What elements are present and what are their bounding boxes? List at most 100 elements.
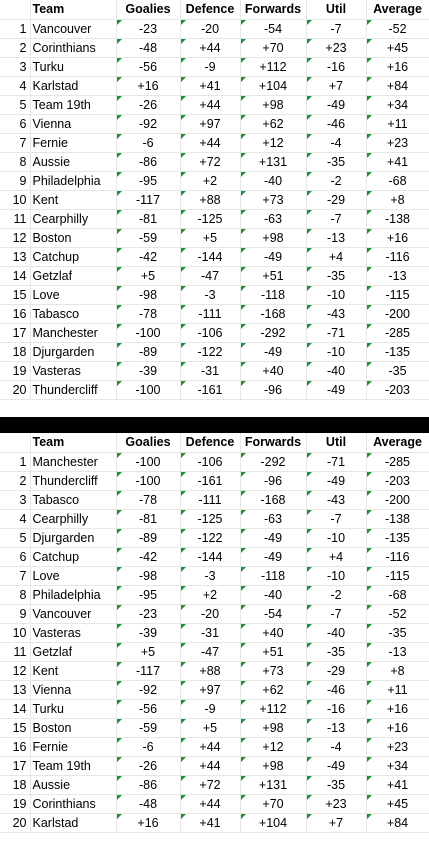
goalies-cell[interactable]: -23	[116, 604, 181, 624]
average-cell[interactable]: +8	[366, 190, 429, 210]
average-cell[interactable]: +11	[366, 114, 429, 134]
team-cell[interactable]: Tabasco	[30, 490, 117, 510]
team-cell[interactable]: Karlstad	[30, 813, 117, 833]
defence-cell[interactable]: +5	[180, 228, 241, 248]
forwards-cell[interactable]: -49	[240, 342, 307, 362]
team-cell[interactable]: Vienna	[30, 114, 117, 134]
rank-cell[interactable]: 8	[0, 152, 31, 172]
defence-cell[interactable]: -106	[180, 323, 241, 343]
defence-cell[interactable]: +2	[180, 171, 241, 191]
defence-cell[interactable]: -144	[180, 547, 241, 567]
util-cell[interactable]: -10	[306, 566, 367, 586]
defence-cell[interactable]: +2	[180, 585, 241, 605]
util-cell[interactable]: -29	[306, 661, 367, 681]
average-cell[interactable]: -68	[366, 171, 429, 191]
average-cell[interactable]: +16	[366, 718, 429, 738]
util-cell[interactable]: -35	[306, 775, 367, 795]
forwards-cell[interactable]: +12	[240, 737, 307, 757]
defence-cell[interactable]: -125	[180, 209, 241, 229]
header-cell[interactable]: Goalies	[116, 433, 181, 453]
team-cell[interactable]: Fernie	[30, 133, 117, 153]
header-cell[interactable]: Forwards	[240, 0, 307, 20]
team-cell[interactable]: Boston	[30, 228, 117, 248]
defence-cell[interactable]: -111	[180, 304, 241, 324]
defence-cell[interactable]: -144	[180, 247, 241, 267]
util-cell[interactable]: -13	[306, 718, 367, 738]
team-cell[interactable]: Thundercliff	[30, 380, 117, 400]
util-cell[interactable]: -7	[306, 209, 367, 229]
rank-cell[interactable]: 11	[0, 642, 31, 662]
rank-cell[interactable]: 1	[0, 452, 31, 472]
rank-cell[interactable]: 14	[0, 699, 31, 719]
header-cell[interactable]: Team	[30, 0, 117, 20]
rank-cell[interactable]: 4	[0, 509, 31, 529]
header-cell[interactable]: Forwards	[240, 433, 307, 453]
defence-cell[interactable]: -161	[180, 471, 241, 491]
util-cell[interactable]: -35	[306, 152, 367, 172]
average-cell[interactable]: -52	[366, 604, 429, 624]
util-cell[interactable]: -13	[306, 228, 367, 248]
header-cell[interactable]: Defence	[180, 0, 241, 20]
goalies-cell[interactable]: -48	[116, 794, 181, 814]
average-cell[interactable]: +41	[366, 152, 429, 172]
average-cell[interactable]: -35	[366, 623, 429, 643]
goalies-cell[interactable]: -78	[116, 304, 181, 324]
forwards-cell[interactable]: -292	[240, 452, 307, 472]
goalies-cell[interactable]: -48	[116, 38, 181, 58]
team-cell[interactable]: Manchester	[30, 452, 117, 472]
team-cell[interactable]: Manchester	[30, 323, 117, 343]
rank-cell[interactable]: 10	[0, 623, 31, 643]
team-cell[interactable]: Team 19th	[30, 756, 117, 776]
rank-cell[interactable]: 17	[0, 323, 31, 343]
rank-cell[interactable]: 12	[0, 228, 31, 248]
rank-cell[interactable]: 13	[0, 680, 31, 700]
forwards-cell[interactable]: +51	[240, 266, 307, 286]
util-cell[interactable]: -10	[306, 342, 367, 362]
forwards-cell[interactable]: +40	[240, 623, 307, 643]
rank-cell[interactable]: 12	[0, 661, 31, 681]
defence-cell[interactable]: -31	[180, 361, 241, 381]
goalies-cell[interactable]: -100	[116, 323, 181, 343]
team-cell[interactable]: Boston	[30, 718, 117, 738]
team-cell[interactable]: Vasteras	[30, 623, 117, 643]
rank-cell[interactable]: 5	[0, 528, 31, 548]
forwards-cell[interactable]: -63	[240, 509, 307, 529]
rank-cell[interactable]: 1	[0, 19, 31, 39]
forwards-cell[interactable]: +98	[240, 756, 307, 776]
util-cell[interactable]: -49	[306, 380, 367, 400]
defence-cell[interactable]: +44	[180, 133, 241, 153]
average-cell[interactable]: -200	[366, 490, 429, 510]
goalies-cell[interactable]: -56	[116, 699, 181, 719]
goalies-cell[interactable]: -95	[116, 171, 181, 191]
goalies-cell[interactable]: -42	[116, 247, 181, 267]
average-cell[interactable]: +84	[366, 813, 429, 833]
forwards-cell[interactable]: +98	[240, 228, 307, 248]
average-cell[interactable]: +8	[366, 661, 429, 681]
goalies-cell[interactable]: -95	[116, 585, 181, 605]
forwards-cell[interactable]: +131	[240, 775, 307, 795]
average-cell[interactable]: +23	[366, 133, 429, 153]
util-cell[interactable]: -29	[306, 190, 367, 210]
defence-cell[interactable]: +44	[180, 756, 241, 776]
rank-cell[interactable]: 16	[0, 737, 31, 757]
defence-cell[interactable]: +88	[180, 190, 241, 210]
defence-cell[interactable]: +41	[180, 813, 241, 833]
forwards-cell[interactable]: -96	[240, 380, 307, 400]
forwards-cell[interactable]: +104	[240, 76, 307, 96]
rank-cell[interactable]: 7	[0, 566, 31, 586]
goalies-cell[interactable]: -100	[116, 380, 181, 400]
util-cell[interactable]: -7	[306, 19, 367, 39]
rank-cell[interactable]: 2	[0, 471, 31, 491]
goalies-cell[interactable]: -39	[116, 623, 181, 643]
goalies-cell[interactable]: -26	[116, 756, 181, 776]
util-cell[interactable]: -40	[306, 623, 367, 643]
team-cell[interactable]: Vasteras	[30, 361, 117, 381]
goalies-cell[interactable]: -59	[116, 228, 181, 248]
team-cell[interactable]: Vancouver	[30, 19, 117, 39]
header-cell[interactable]: Defence	[180, 433, 241, 453]
average-cell[interactable]: -135	[366, 528, 429, 548]
rank-cell[interactable]: 15	[0, 718, 31, 738]
util-cell[interactable]: -10	[306, 285, 367, 305]
util-cell[interactable]: +23	[306, 38, 367, 58]
header-cell[interactable]: Average	[366, 433, 429, 453]
